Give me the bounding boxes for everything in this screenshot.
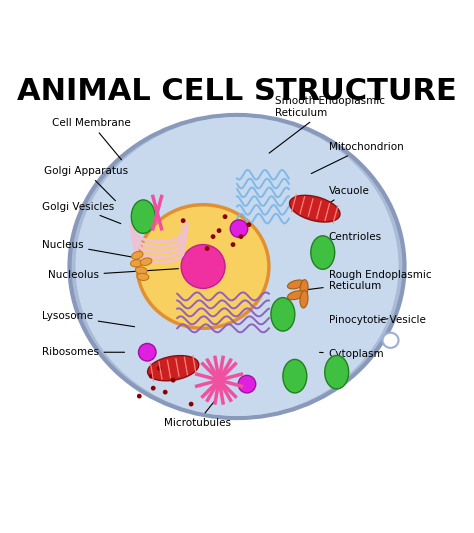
Circle shape <box>151 386 155 391</box>
Text: Cell Membrane: Cell Membrane <box>52 118 130 160</box>
Circle shape <box>181 245 225 288</box>
Text: Microtubules: Microtubules <box>164 399 231 428</box>
Circle shape <box>137 394 142 399</box>
Circle shape <box>163 390 168 394</box>
Text: Mitochondrion: Mitochondrion <box>311 142 403 174</box>
Ellipse shape <box>70 115 404 418</box>
Text: Pinocytotic Vesicle: Pinocytotic Vesicle <box>329 316 426 325</box>
Ellipse shape <box>288 280 305 289</box>
Ellipse shape <box>132 252 143 259</box>
Circle shape <box>231 242 236 247</box>
Ellipse shape <box>137 205 269 328</box>
Ellipse shape <box>300 290 308 308</box>
Circle shape <box>205 246 210 251</box>
Text: Ribosomes: Ribosomes <box>42 347 125 357</box>
Text: Rough Endoplasmic
Reticulum: Rough Endoplasmic Reticulum <box>303 270 431 291</box>
Ellipse shape <box>130 260 143 267</box>
Ellipse shape <box>383 333 399 348</box>
Circle shape <box>157 366 162 370</box>
Text: Vacuole: Vacuole <box>319 185 370 209</box>
Ellipse shape <box>283 359 307 393</box>
Circle shape <box>189 402 193 407</box>
Text: Centrioles: Centrioles <box>319 231 382 248</box>
Text: Golgi Vesicles: Golgi Vesicles <box>42 201 121 224</box>
Ellipse shape <box>136 267 147 274</box>
Ellipse shape <box>288 290 305 300</box>
Circle shape <box>217 228 221 233</box>
Text: Cytoplasm: Cytoplasm <box>319 349 384 359</box>
Text: Nucleus: Nucleus <box>42 239 138 258</box>
Ellipse shape <box>325 356 349 389</box>
Ellipse shape <box>290 195 340 222</box>
Text: Smooth Endoplasmic
Reticulum: Smooth Endoplasmic Reticulum <box>269 96 385 153</box>
Text: Lysosome: Lysosome <box>42 311 135 327</box>
Circle shape <box>230 220 248 237</box>
Circle shape <box>246 222 251 227</box>
Circle shape <box>238 375 256 393</box>
Ellipse shape <box>131 200 155 233</box>
Circle shape <box>171 378 175 383</box>
Circle shape <box>149 374 154 378</box>
Ellipse shape <box>147 356 199 381</box>
Ellipse shape <box>311 236 335 269</box>
Circle shape <box>181 218 185 223</box>
Text: Nucleolus: Nucleolus <box>47 269 178 280</box>
Ellipse shape <box>271 297 295 331</box>
Text: Golgi Apparatus: Golgi Apparatus <box>44 166 128 201</box>
Circle shape <box>238 234 243 239</box>
Ellipse shape <box>137 273 149 280</box>
Circle shape <box>223 214 228 219</box>
Ellipse shape <box>75 117 399 416</box>
Ellipse shape <box>300 280 308 297</box>
Ellipse shape <box>140 258 152 265</box>
Circle shape <box>138 343 156 361</box>
Text: ANIMAL CELL STRUCTURE: ANIMAL CELL STRUCTURE <box>17 77 457 106</box>
Circle shape <box>210 234 216 239</box>
